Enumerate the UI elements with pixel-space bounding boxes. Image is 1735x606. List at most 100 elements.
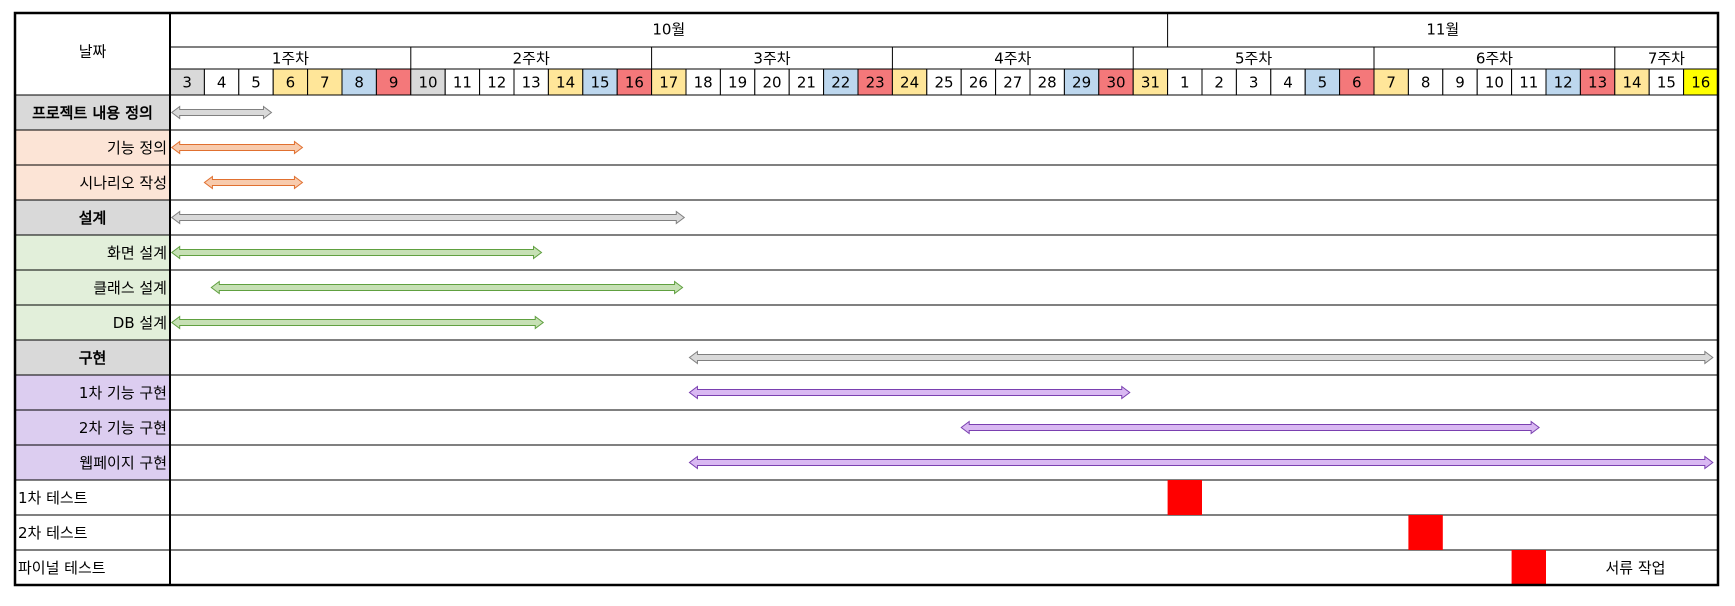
day-label: 4 — [217, 74, 227, 92]
day-label: 30 — [1106, 74, 1125, 92]
day-label: 12 — [1554, 74, 1573, 92]
row-label-cell — [15, 235, 170, 270]
month-label: 10월 — [652, 21, 685, 39]
row-label: DB 설계 — [113, 314, 167, 332]
test-block — [1511, 550, 1546, 585]
row-label: 2차 테스트 — [18, 524, 88, 542]
day-cell — [1132, 68, 1169, 96]
row-label-cell — [15, 445, 170, 480]
row-label: 2차 기능 구현 — [79, 419, 167, 437]
day-cell — [410, 68, 446, 96]
day-label: 2 — [1214, 74, 1224, 92]
day-label: 1 — [1180, 74, 1190, 92]
row-label: 웹페이지 구현 — [79, 454, 167, 472]
row-label-cell — [15, 165, 170, 200]
row-label: 파이널 테스트 — [18, 559, 106, 577]
day-label: 26 — [969, 74, 988, 92]
day-label: 14 — [556, 74, 575, 92]
day-label: 22 — [831, 74, 850, 92]
duration-arrow — [170, 315, 545, 330]
day-cell — [341, 68, 377, 96]
day-label: 28 — [1038, 74, 1057, 92]
duration-arrow — [203, 175, 304, 190]
week-label: 5주차 — [1235, 50, 1272, 68]
day-label: 18 — [694, 74, 713, 92]
week-label: 7주차 — [1648, 50, 1685, 68]
day-cell — [719, 68, 756, 96]
row-label-cell — [15, 270, 170, 305]
day-label: 29 — [1072, 74, 1091, 92]
row-label: 화면 설계 — [107, 244, 167, 262]
day-label: 15 — [590, 74, 609, 92]
duration-arrow — [170, 210, 686, 225]
day-cell — [547, 68, 584, 96]
day-label: 23 — [866, 74, 885, 92]
day-label: 9 — [1455, 74, 1465, 92]
duration-arrow — [688, 350, 1714, 365]
day-label: 11 — [1519, 74, 1538, 92]
day-label: 21 — [797, 74, 816, 92]
week-label: 3주차 — [753, 50, 790, 68]
duration-arrow — [688, 385, 1131, 400]
day-cell — [1063, 68, 1100, 96]
day-cell — [1373, 68, 1409, 96]
row-label-cell — [15, 480, 170, 515]
row-label-cell — [15, 410, 170, 445]
row-label: 설계 — [79, 209, 107, 227]
row-label-cell — [15, 200, 170, 235]
duration-arrow — [960, 420, 1540, 435]
day-label: 19 — [728, 74, 747, 92]
day-label: 16 — [625, 74, 644, 92]
row-note: 서류 작업 — [1605, 559, 1665, 577]
day-label: 3 — [182, 74, 192, 92]
day-cell — [685, 68, 721, 96]
day-label: 7 — [1386, 74, 1396, 92]
duration-arrow — [170, 245, 543, 260]
day-label: 31 — [1141, 74, 1160, 92]
day-label: 7 — [320, 74, 330, 92]
row-label: 기능 정의 — [107, 139, 167, 157]
row-label-cell — [15, 340, 170, 375]
day-label: 8 — [1421, 74, 1431, 92]
day-label: 3 — [1249, 74, 1259, 92]
day-label: 13 — [1588, 74, 1607, 92]
day-label: 13 — [522, 74, 541, 92]
month-label: 11월 — [1426, 21, 1459, 39]
day-label: 17 — [659, 74, 678, 92]
day-label: 20 — [762, 74, 781, 92]
week-label: 4주차 — [994, 50, 1031, 68]
day-label: 9 — [389, 74, 399, 92]
day-label: 15 — [1657, 74, 1676, 92]
day-label: 11 — [453, 74, 472, 92]
corner-label: 날짜 — [79, 43, 107, 61]
day-label: 10 — [1485, 74, 1504, 92]
day-cell — [1579, 68, 1616, 96]
test-block — [1408, 515, 1443, 550]
day-label: 6 — [286, 74, 296, 92]
day-label: 5 — [1318, 74, 1328, 92]
row-label-cell — [15, 515, 170, 550]
row-label: 클래스 설계 — [93, 279, 167, 297]
day-cell — [823, 68, 859, 96]
row-label: 시나리오 작성 — [79, 174, 167, 192]
day-cell — [1683, 68, 1719, 96]
row-label-cell — [15, 95, 170, 130]
day-label: 4 — [1283, 74, 1293, 92]
frame — [13, 11, 1720, 587]
row-label-cell — [15, 130, 170, 165]
day-label: 16 — [1691, 74, 1710, 92]
row-label-cell — [15, 375, 170, 410]
day-label: 6 — [1352, 74, 1362, 92]
day-label: 14 — [1622, 74, 1641, 92]
day-label: 24 — [900, 74, 919, 92]
day-cell — [788, 68, 825, 96]
week-label: 1주차 — [272, 50, 309, 68]
test-block — [1167, 480, 1202, 515]
row-label: 프로젝트 내용 정의 — [32, 104, 153, 122]
duration-arrow — [170, 105, 273, 120]
day-label: 27 — [1003, 74, 1022, 92]
week-label: 2주차 — [513, 50, 550, 68]
duration-arrow — [170, 140, 304, 155]
row-label-cell — [15, 305, 170, 340]
row-label-cell — [15, 550, 170, 585]
